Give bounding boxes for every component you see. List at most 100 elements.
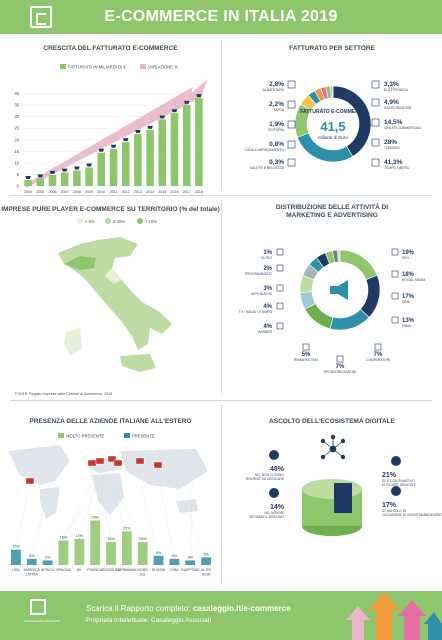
revenue-bar: [182, 104, 191, 186]
regions-panel: IMPRESE PURE PLAYER E-COMMERCE SU TERRIT…: [0, 196, 221, 400]
country-name-label: RUSSIA: [152, 568, 166, 572]
ecosystem-people-icon: [269, 488, 279, 498]
sector-name-label: CENTRI COMMERCIALI: [384, 126, 422, 130]
marketing-name-label: AFFILIAZIONI: [251, 292, 272, 296]
marketing-value-label: 17%: [402, 294, 415, 300]
marketing-icon: [336, 355, 344, 363]
ecosystem-panel: ASCOLTO DELL'ECOSISTEMA DIGITALE 48% NO, …: [222, 401, 442, 591]
country-value-label: 5%: [203, 552, 209, 556]
revenue-bar: [134, 134, 142, 186]
marketing-icon: [302, 343, 310, 351]
country-bar: [153, 555, 164, 565]
country-flag-icon: [87, 459, 97, 467]
country-bar: [137, 542, 148, 565]
ecosystem-value-label: 48%: [270, 466, 285, 473]
country-connector: [63, 482, 93, 541]
legend-very-present-swatch: [58, 433, 64, 438]
italy-map: < 5% 5-10% > 10% FONTE: Registro Imprese…: [15, 218, 172, 396]
revenue-bar: [97, 152, 106, 186]
ecosystem-text-label: VEDIAMO IL BISOGNO: [249, 515, 284, 519]
ecosystem-text-label: NO, NON NE: [264, 511, 284, 515]
map-oceania: [176, 499, 198, 513]
ecosystem-people-icon: [269, 450, 279, 460]
marketing-value-label: 2%: [263, 266, 272, 272]
country-flag-icon: [107, 455, 117, 463]
country-name-label: UK: [77, 568, 83, 572]
country-flag-icon: [95, 457, 105, 465]
marketing-value-label: 18%: [402, 272, 415, 278]
sector-value-label: 0,8%: [269, 141, 284, 148]
growth-panel: CRESCITA DEL FATTURATO E-COMMERCE FATTUR…: [0, 34, 221, 194]
cart-icon: [135, 130, 141, 133]
cart-icon: [74, 166, 80, 170]
sector-title: FATTURATO PER SETTORE: [289, 45, 375, 52]
marketing-icon: [276, 284, 284, 292]
marketing-slice: [337, 249, 341, 263]
country-connector: [15, 482, 31, 550]
marketing-name-label: SEO: [402, 256, 409, 260]
country-value-label: 29%: [91, 516, 99, 520]
marketing-value-label: 7%: [336, 364, 345, 370]
marketing-value-label: 1%: [263, 250, 272, 256]
abroad-title: PRESENZA DELLE AZIENDE ITALIANE ALL'ESTE…: [29, 418, 192, 425]
divider: [10, 195, 432, 196]
country-connector: [99, 482, 112, 543]
legend-present-swatch: [124, 433, 130, 438]
sector-icon: [371, 138, 380, 147]
cart-icon: [25, 175, 31, 179]
sector-name-label: ALIMENTARE: [263, 88, 285, 92]
cart-icon: [171, 109, 178, 113]
country-bar: [11, 549, 21, 565]
country-value-label: 17%: [76, 534, 84, 538]
sector-name-label: ELETTRONICA: [384, 88, 408, 92]
y-tick-label: 5: [17, 172, 20, 177]
sector-icon: [371, 158, 380, 167]
country-connector: [107, 482, 127, 532]
marketing-name-label: SOCIAL MEDIA: [402, 278, 426, 282]
country-flag-icon: [113, 459, 123, 467]
y-tick-label: 0: [17, 184, 20, 189]
revenue-bar: [195, 98, 203, 186]
legend-present-label: PRESENTE: [132, 434, 155, 439]
footer-download-link[interactable]: casaleggio.it/e-commerce: [192, 604, 291, 613]
sector-center-label: FATTURATO E-COMMERCE: [300, 109, 366, 115]
x-tick-label: 2013: [134, 190, 142, 194]
sector-name-label: CASA E ARREDAMENTO: [245, 148, 285, 152]
legend-mid-swatch: [105, 218, 111, 224]
country-bar: [26, 558, 37, 565]
x-tick-label: 2005: [36, 190, 44, 194]
sector-icon: [287, 120, 296, 129]
footer-logo: [30, 599, 46, 615]
map-south-america: [40, 487, 60, 519]
country-flag-icon: [153, 461, 163, 469]
ecosystem-value-label: 17%: [382, 502, 397, 509]
marketing-panel: DISTRIBUZIONE DELLE ATTIVITÀ DI MARKETIN…: [222, 196, 442, 400]
sector-value-label: 4,9%: [384, 99, 399, 106]
cart-icon: [86, 163, 92, 167]
country-value-label: 16%: [60, 535, 68, 539]
sector-slice: [331, 85, 334, 99]
revenue-bar: [158, 119, 167, 186]
country-bar: [42, 560, 53, 565]
marketing-name-label: ALTRO: [261, 256, 272, 260]
country-name-label: AFRICA: [41, 568, 55, 572]
country-name-label: EU: [140, 573, 145, 577]
sector-name-label: EDITORIA: [268, 128, 285, 132]
sector-donut-chart: FATTURATO E-COMMERCE 41,5 miliardi di Eu…: [245, 80, 422, 170]
sector-panel: FATTURATO PER SETTORE FATTURATO E-COMMER…: [222, 34, 442, 194]
sector-value-label: 41,3%: [384, 159, 403, 166]
cart-icon: [159, 115, 166, 119]
revenue-bar: [109, 148, 118, 186]
x-tick-label: 2009: [85, 190, 93, 194]
marketing-icon: [391, 316, 399, 324]
ecosystem-title: ASCOLTO DELL'ECOSISTEMA DIGITALE: [269, 418, 395, 425]
map-asia: [120, 449, 208, 489]
region-sardegna: [64, 328, 82, 356]
y-tick-label: 10: [14, 160, 19, 165]
x-tick-label: 2007: [61, 190, 69, 194]
revenue-bar: [73, 170, 81, 186]
ecosystem-value-label: 21%: [382, 472, 397, 479]
country-value-label: 15%: [139, 537, 147, 541]
revenue-bar: [48, 174, 57, 186]
sector-icon: [287, 80, 296, 89]
